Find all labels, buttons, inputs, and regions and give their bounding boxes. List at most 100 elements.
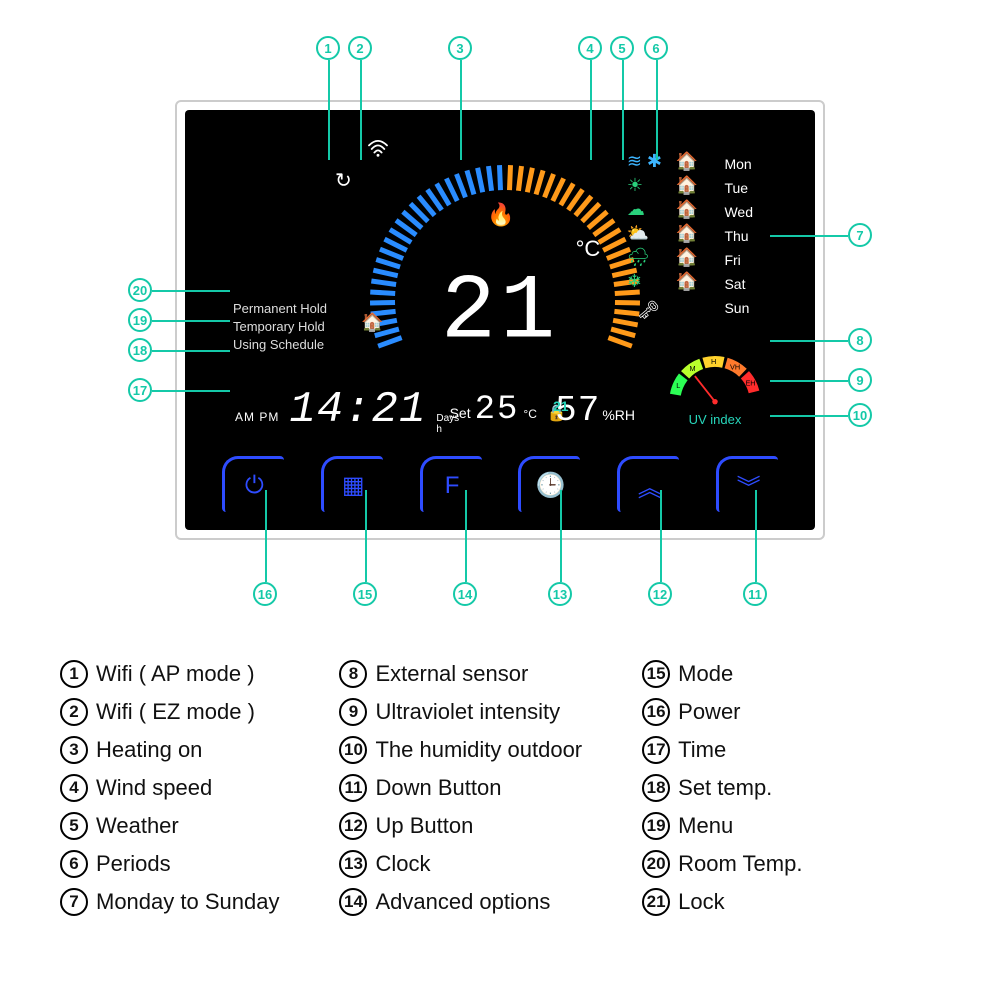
down-button[interactable]: ︾ [716, 456, 778, 512]
legend-item-8: 8 External sensor [339, 660, 582, 688]
lead [656, 60, 658, 160]
legend-item-5: 5 Weather [60, 812, 279, 840]
hold-permanent: Permanent Hold [233, 300, 327, 318]
legend-text: Power [678, 699, 740, 725]
uv-label: UV index [660, 412, 770, 427]
legend-badge: 11 [339, 774, 367, 802]
sun-icon: ☀ [627, 174, 662, 198]
lead [622, 60, 624, 160]
marker-2: 2 [348, 36, 372, 60]
wifi-ap-icon: ↻ [335, 168, 352, 193]
touch-button-row: ⏻ ▦ F 🕒 ︽ ︾ [185, 456, 815, 512]
power-button[interactable]: ⏻ [222, 456, 284, 512]
legend-item-15: 15 Mode [642, 660, 802, 688]
legend-item-18: 18 Set temp. [642, 774, 802, 802]
legend-badge: 21 [642, 888, 670, 916]
legend-item-20: 20 Room Temp. [642, 850, 802, 878]
clock-value: 14:21 [289, 385, 426, 435]
legend-text: Wind speed [96, 775, 212, 801]
set-unit: °C [523, 407, 536, 421]
legend-text: The humidity outdoor [375, 737, 582, 763]
marker-9: 9 [848, 368, 872, 392]
ampm-label: AM PM [235, 410, 279, 424]
legend-text: Ultraviolet intensity [375, 699, 560, 725]
legend-item-16: 16 Power [642, 698, 802, 726]
legend-badge: 12 [339, 812, 367, 840]
legend-badge: 18 [642, 774, 670, 802]
marker-1: 1 [316, 36, 340, 60]
clock-button[interactable]: 🕒 [518, 456, 580, 512]
marker-8: 8 [848, 328, 872, 352]
lead [152, 350, 230, 352]
legend-col-2: 8 External sensor 9 Ultraviolet intensit… [339, 660, 582, 916]
cloud-icon: ☁ [627, 198, 662, 222]
partly-icon: ⛅ [627, 222, 662, 246]
legend-text: Lock [678, 889, 724, 915]
legend-text: Periods [96, 851, 171, 877]
legend-item-9: 9 Ultraviolet intensity [339, 698, 582, 726]
legend-text: Wifi ( EZ mode ) [96, 699, 255, 725]
hold-temporary: Temporary Hold [233, 318, 327, 336]
callout-21-inline: 21 [553, 398, 569, 414]
lead [360, 60, 362, 160]
lead [265, 490, 267, 582]
period-1-icon: 🏠 [676, 150, 698, 174]
weekday: Thu [724, 224, 753, 248]
marker-4: 4 [578, 36, 602, 60]
marker-16: 16 [253, 582, 277, 606]
legend-badge: 15 [642, 660, 670, 688]
period-5-icon: 🏠 [676, 246, 698, 270]
time-row: AM PM 14:21 Daysh [235, 385, 459, 435]
wifi-ez-icon [367, 140, 389, 164]
svg-text:VH: VH [730, 363, 740, 372]
weekday-list: MonTueWedThuFriSatSun [724, 152, 753, 320]
marker-12: 12 [648, 582, 672, 606]
legend: 1 Wifi ( AP mode ) 2 Wifi ( EZ mode ) 3 … [60, 660, 960, 916]
legend-text: Clock [375, 851, 430, 877]
humidity-unit: %RH [602, 407, 635, 423]
legend-item-1: 1 Wifi ( AP mode ) [60, 660, 279, 688]
legend-item-17: 17 Time [642, 736, 802, 764]
days-h-label: Daysh [436, 413, 459, 435]
legend-badge: 8 [339, 660, 367, 688]
lead [152, 390, 230, 392]
uv-index-gauge: LMHVHEH UV index [660, 345, 770, 427]
legend-item-19: 19 Menu [642, 812, 802, 840]
set-temperature-row: Set 25 °C 🔒 [450, 391, 567, 429]
room-temperature: 21 [441, 259, 559, 364]
legend-badge: 6 [60, 850, 88, 878]
legend-text: Menu [678, 813, 733, 839]
marker-7: 7 [848, 223, 872, 247]
legend-badge: 2 [60, 698, 88, 726]
legend-badge: 16 [642, 698, 670, 726]
legend-text: Weather [96, 813, 179, 839]
marker-13: 13 [548, 582, 572, 606]
legend-text: Up Button [375, 813, 473, 839]
weekday: Wed [724, 200, 753, 224]
weekday: Tue [724, 176, 753, 200]
marker-20: 20 [128, 278, 152, 302]
legend-item-11: 11 Down Button [339, 774, 582, 802]
legend-badge: 9 [339, 698, 367, 726]
legend-badge: 17 [642, 736, 670, 764]
mode-button[interactable]: ▦ [321, 456, 383, 512]
lead [590, 60, 592, 160]
flame-icon: 🔥 [487, 202, 514, 228]
svg-text:H: H [711, 357, 716, 366]
lead [328, 60, 330, 160]
snow-icon: ❄ [627, 270, 662, 294]
legend-item-21: 21 Lock [642, 888, 802, 916]
legend-text: Set temp. [678, 775, 772, 801]
legend-text: Time [678, 737, 726, 763]
legend-text: Monday to Sunday [96, 889, 279, 915]
legend-item-13: 13 Clock [339, 850, 582, 878]
svg-text:EH: EH [745, 379, 755, 388]
legend-badge: 7 [60, 888, 88, 916]
legend-item-2: 2 Wifi ( EZ mode ) [60, 698, 279, 726]
room-temp-icon: 🏠 [361, 312, 383, 333]
options-button[interactable]: F [420, 456, 482, 512]
legend-badge: 4 [60, 774, 88, 802]
lead [560, 490, 562, 582]
up-button[interactable]: ︽ [617, 456, 679, 512]
marker-19: 19 [128, 308, 152, 332]
